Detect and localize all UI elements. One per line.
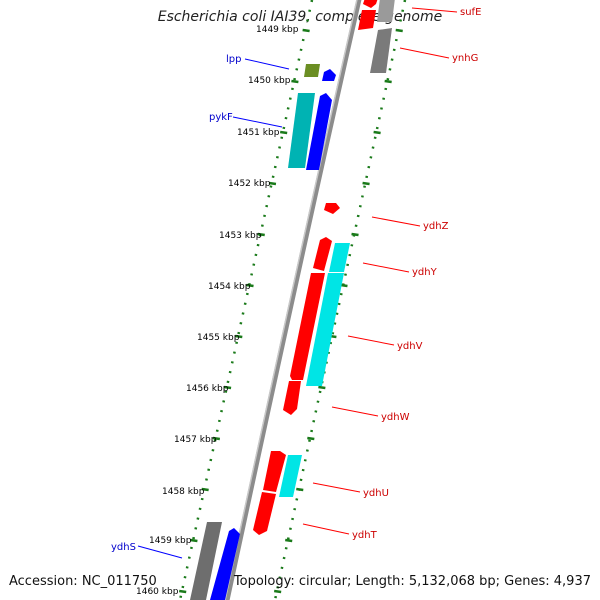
outer-major-tick bbox=[273, 589, 282, 594]
inner-major-tick bbox=[268, 181, 277, 186]
inner-major-tick bbox=[201, 487, 209, 492]
scale-label: 1460 kbp bbox=[136, 587, 179, 597]
gene-ydhU-cyan-block[interactable] bbox=[279, 455, 302, 497]
gene-label-sufE[interactable]: sufE bbox=[460, 7, 481, 18]
gene-ydhV-red-block[interactable] bbox=[290, 273, 325, 380]
gene-label-ydhT[interactable]: ydhT bbox=[352, 530, 378, 541]
label-leader bbox=[312, 482, 361, 493]
scale-label: 1449 kbp bbox=[256, 25, 299, 35]
outer-strand-features bbox=[253, 0, 395, 535]
left-gene-labels: lpp pykF ydhS bbox=[111, 54, 290, 559]
outer-major-tick bbox=[318, 385, 326, 390]
outer-major-tick bbox=[351, 232, 359, 237]
gene-lpp-block bbox=[304, 64, 320, 77]
gene-ynhG-arrow[interactable] bbox=[370, 28, 392, 73]
gene-red-block-top[interactable] bbox=[358, 10, 376, 30]
outer-tick-rail bbox=[273, 0, 407, 600]
inner-major-tick bbox=[280, 130, 288, 135]
label-leader bbox=[331, 406, 379, 417]
gene-label-pykF[interactable]: pykF bbox=[209, 112, 233, 123]
inner-major-tick bbox=[246, 283, 254, 288]
scale-label: 1453 kbp bbox=[219, 231, 262, 241]
gene-ydhU-red-arrow[interactable] bbox=[263, 451, 286, 492]
gene-label-ydhV[interactable]: ydhV bbox=[397, 341, 423, 352]
label-leader bbox=[362, 262, 410, 273]
outer-major-tick bbox=[362, 181, 370, 186]
inner-major-tick bbox=[291, 79, 299, 84]
outer-major-tick bbox=[373, 130, 381, 135]
genome-backbone-highlight bbox=[224, 0, 358, 600]
label-leader bbox=[232, 116, 283, 128]
inner-major-tick bbox=[212, 436, 221, 441]
label-leader bbox=[411, 7, 458, 13]
gene-label-ynhG[interactable]: ynhG bbox=[452, 53, 478, 64]
scale-label: 1456 kbp bbox=[186, 384, 229, 394]
gene-label-lpp[interactable]: lpp bbox=[226, 54, 241, 65]
scale-label: 1459 kbp bbox=[149, 536, 192, 546]
gene-pykF-teal-block[interactable] bbox=[288, 93, 315, 168]
gene-ydhX-cyan-block[interactable] bbox=[329, 243, 350, 272]
label-leader bbox=[371, 216, 421, 227]
inner-major-tick bbox=[257, 232, 265, 237]
gene-label-ydhZ[interactable]: ydhZ bbox=[423, 221, 449, 232]
outer-major-tick bbox=[285, 538, 293, 543]
genome-backbone bbox=[224, 0, 362, 600]
outer-major-tick bbox=[307, 436, 315, 441]
inner-major-tick bbox=[190, 538, 198, 543]
gene-gray-block-top[interactable] bbox=[377, 0, 395, 22]
gene-blue-small-arrow[interactable] bbox=[322, 69, 336, 81]
scale-label: 1451 kbp bbox=[237, 128, 280, 138]
scale-label: 1454 kbp bbox=[208, 282, 251, 292]
gene-ydhS-gray-block[interactable] bbox=[190, 522, 222, 600]
scale-label: 1455 kbp bbox=[197, 333, 240, 343]
gene-ydhT-red-arrow[interactable] bbox=[253, 492, 276, 535]
inner-major-tick bbox=[179, 589, 187, 594]
gene-label-ydhW[interactable]: ydhW bbox=[381, 412, 410, 423]
label-leader bbox=[302, 523, 350, 535]
gene-ydhY-red-arrow[interactable] bbox=[313, 237, 332, 271]
outer-major-tick bbox=[395, 28, 403, 33]
label-leader bbox=[137, 545, 183, 559]
accession-text: Accession: NC_011750 bbox=[9, 574, 157, 589]
label-leader bbox=[244, 58, 290, 70]
right-gene-labels: sufE ynhG ydhZ ydhY ydhV ydhW ydhU ydhT bbox=[302, 7, 481, 541]
gene-label-ydhU[interactable]: ydhU bbox=[363, 488, 389, 499]
inner-strand-features bbox=[190, 93, 332, 600]
outer-major-tick bbox=[296, 487, 304, 492]
scale-label: 1458 kbp bbox=[162, 487, 205, 497]
scale-label: 1452 kbp bbox=[228, 179, 271, 189]
inner-major-tick bbox=[302, 28, 310, 33]
gene-label-ydhY[interactable]: ydhY bbox=[412, 267, 438, 278]
scale-label: 1457 kbp bbox=[174, 435, 217, 445]
gene-sufE-arrow[interactable] bbox=[363, 0, 378, 8]
gene-pykF-blue-arrow[interactable] bbox=[306, 93, 332, 170]
gene-ydhW-red-arrow[interactable] bbox=[283, 381, 301, 415]
label-leader bbox=[399, 47, 450, 59]
inner-major-tick bbox=[235, 334, 243, 339]
inner-tick-rail bbox=[178, 0, 314, 600]
scale-labels: 1449 kbp 1450 kbp 1451 kbp 1452 kbp 1453… bbox=[136, 25, 299, 597]
gene-ydhZ-arrow[interactable] bbox=[324, 203, 340, 214]
gene-ydhV-cyan-block[interactable] bbox=[306, 273, 344, 386]
gene-label-ydhS[interactable]: ydhS bbox=[111, 542, 136, 553]
gene-ydhS-blue-arrow[interactable] bbox=[210, 528, 240, 600]
outer-major-tick bbox=[340, 283, 348, 288]
genome-summary: Topology: circular; Length: 5,132,068 bp… bbox=[233, 574, 591, 589]
label-leader bbox=[347, 335, 395, 346]
scale-label: 1450 kbp bbox=[248, 76, 291, 86]
outer-major-tick bbox=[384, 79, 392, 84]
inner-major-tick bbox=[223, 385, 232, 390]
